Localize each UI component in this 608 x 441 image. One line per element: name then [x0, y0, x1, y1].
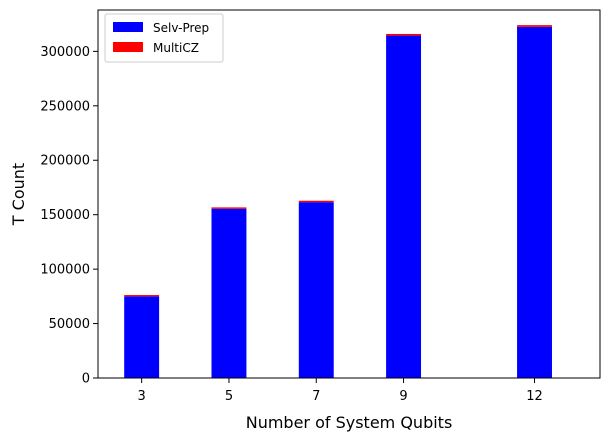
- y-tick-label: 150000: [40, 208, 90, 223]
- x-tick-label: 7: [312, 389, 320, 404]
- x-tick-label: 9: [399, 389, 407, 404]
- bar-multicz-5: [211, 207, 247, 209]
- bar-selv-prep-9: [386, 35, 422, 378]
- y-tick-label: 300000: [40, 45, 90, 60]
- bar-multicz-9: [386, 33, 422, 36]
- legend-label-multicz: MultiCZ: [153, 41, 199, 55]
- y-tick-label: 250000: [40, 99, 90, 114]
- bar-selv-prep-12: [517, 26, 552, 379]
- y-axis-ticks: 0 50000 100000 150000 200000 250000 300000: [40, 45, 98, 387]
- bar-selv-prep-7: [298, 202, 334, 378]
- bar-selv-prep-3: [124, 296, 160, 378]
- bars-layer: [124, 25, 552, 379]
- y-tick-label: 0: [82, 372, 90, 387]
- legend-swatch-selv-prep: [113, 22, 143, 32]
- x-tick-label: 12: [526, 389, 543, 404]
- legend: Selv-Prep MultiCZ: [104, 13, 224, 63]
- bar-multicz-7: [298, 200, 334, 203]
- y-tick-label: 100000: [40, 263, 90, 278]
- bar-multicz-12: [517, 25, 552, 27]
- y-tick-label: 50000: [49, 317, 90, 332]
- x-axis-ticks: 3 5 7 9 12: [138, 378, 543, 404]
- y-axis-label: T Count: [9, 163, 28, 226]
- x-tick-label: 5: [225, 389, 233, 404]
- bar-multicz-3: [124, 295, 160, 297]
- axes-layer: [97, 9, 601, 379]
- bar-selv-prep-5: [211, 208, 247, 378]
- x-tick-label: 3: [138, 389, 146, 404]
- legend-label-selv-prep: Selv-Prep: [153, 21, 209, 35]
- legend-swatch-multicz: [113, 42, 143, 52]
- x-axis-label: Number of System Qubits: [246, 413, 453, 432]
- y-tick-label: 200000: [40, 154, 90, 169]
- plot-frame: [97, 9, 601, 379]
